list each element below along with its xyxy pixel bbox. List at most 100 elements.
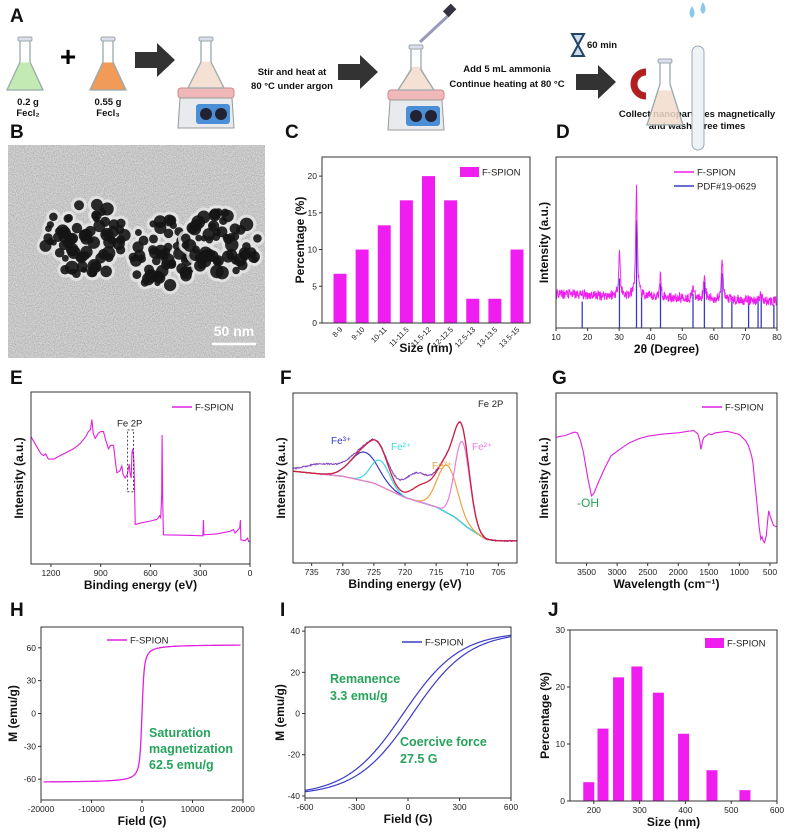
plot-area — [556, 184, 777, 328]
nanoparticle — [65, 214, 73, 222]
legend-label: F-SPION — [725, 403, 764, 414]
chart-e: 1200 900 600 300 0 Binding energy (eV) Intensi… — [12, 391, 253, 592]
y-axis-title: Intensity (a.u.) — [12, 437, 26, 518]
y-axis-title: Percentage (%) — [293, 197, 307, 284]
bar — [706, 770, 718, 801]
panel-label-j: J — [548, 600, 559, 621]
x-axis-title: Binding energy (eV) — [84, 578, 197, 592]
chart-d: 10 20 30 40 50 60 70 80 2θ (Degree) Intensity (a.… — [537, 156, 782, 356]
fe2p-highlight-box — [127, 429, 135, 493]
x-tick-label: 600 — [770, 805, 784, 815]
spectrum-title: Fe 2P — [478, 399, 503, 410]
x-tick-label: 300 — [452, 802, 466, 812]
plot-frame — [555, 156, 778, 329]
bar — [355, 249, 369, 323]
y-axis-title: M (emu/g) — [6, 685, 20, 742]
flask-icon — [186, 36, 226, 89]
x-tick-label: 10 — [551, 332, 561, 342]
ftir-curve — [556, 429, 777, 544]
x-tick-label: 70 — [741, 332, 751, 342]
bar — [510, 249, 524, 323]
plot-frame — [30, 391, 251, 565]
bar — [466, 298, 480, 323]
nanoparticle — [226, 233, 236, 242]
nanoparticle — [154, 279, 161, 287]
y-tick-label: 20 — [556, 682, 566, 692]
nanoparticle — [220, 208, 230, 217]
plot-frame — [321, 156, 531, 324]
fit-component-curve — [293, 459, 517, 542]
nanoparticle — [80, 251, 90, 261]
plot-area — [305, 634, 511, 793]
nanoparticle — [163, 228, 174, 239]
x-tick-label: 9-10 — [350, 325, 367, 342]
scale-bar-label: 50 nm — [214, 323, 254, 339]
legend-label: F-SPION — [697, 168, 736, 179]
nanoparticle — [176, 263, 188, 275]
x-axis-title: Size (nm) — [647, 815, 700, 829]
nanoparticle — [50, 239, 57, 246]
magnetization-curve — [43, 644, 241, 783]
panel-label-b: B — [10, 122, 24, 143]
y-tick-label: 60 — [27, 643, 37, 653]
plus-sign: + — [60, 41, 76, 72]
nanoparticle — [163, 279, 177, 292]
bar — [377, 225, 391, 323]
x-tick-label: 900 — [94, 568, 108, 578]
nanoparticle — [100, 202, 114, 216]
legend-swatch — [705, 638, 724, 648]
x-tick-label: 710 — [460, 567, 474, 577]
reagent2-name: Fecl₃ — [96, 108, 119, 119]
y-tick-label: 30 — [27, 676, 37, 686]
nanoparticle — [212, 228, 221, 237]
nanoparticle — [74, 200, 85, 211]
nanoparticle — [64, 260, 79, 275]
saturation-annotation: 62.5 emu/g — [149, 758, 214, 772]
chart-i: -600 -300 0 300 600 -40 -20 0 20 40 Field (G) M (em… — [273, 626, 518, 826]
bar — [422, 176, 435, 323]
x-tick-label: 735 — [305, 567, 319, 577]
nanoparticle — [210, 264, 224, 279]
raw-spectrum-curve — [293, 420, 517, 543]
x-tick-label: 300 — [633, 805, 647, 815]
nanoparticle — [169, 262, 176, 269]
bar — [399, 200, 413, 323]
y-tick-label: 0 — [312, 318, 317, 328]
nanoparticle — [101, 229, 110, 238]
reagent1-mass: 0.2 g — [17, 97, 39, 108]
chart-g: 3500 3000 2500 2000 1500 1000 500 Wavelength (c… — [537, 392, 778, 591]
x-tick-label: 13-13.5 — [475, 325, 499, 349]
dropper-icon — [418, 12, 452, 44]
nanoparticle — [39, 239, 52, 252]
bar — [613, 677, 625, 801]
nanoparticle — [225, 238, 239, 252]
component-label: Fe³⁺ — [432, 461, 452, 472]
x-axis-title: Field (G) — [118, 814, 167, 828]
x-tick-label: 10-11 — [369, 325, 389, 345]
nanoparticle — [46, 221, 54, 229]
saturation-annotation: Saturation — [149, 726, 211, 740]
legend-label: F-SPION — [130, 636, 169, 647]
nanoparticle — [101, 246, 116, 260]
bar — [444, 200, 458, 323]
step1-text-line1: Stir and heat at — [258, 67, 327, 78]
panel-label-h: H — [10, 600, 24, 621]
nanoparticle — [194, 259, 207, 272]
y-axis-title: Intensity (a.u.) — [274, 437, 288, 518]
nanoparticle — [61, 254, 69, 262]
flask-fecl2-icon — [5, 36, 45, 91]
nanoparticle-clusters — [36, 195, 265, 295]
chart-f: 735 730 725 720 715 710 705 Binding energy (eV)… — [274, 392, 518, 591]
arrow-icon — [576, 65, 616, 99]
reagent1-name: Fecl₂ — [16, 108, 39, 119]
x-tick-label: 10000 — [181, 804, 205, 814]
component-label: Fe²⁺ — [472, 442, 492, 453]
x-tick-label: 720 — [398, 567, 412, 577]
nanoparticle — [100, 265, 112, 278]
remanence-annotation: Remanence — [330, 672, 400, 686]
reagent2-mass: 0.55 g — [95, 97, 122, 108]
step1-text-line2: 80 °C under argon — [251, 81, 333, 92]
x-tick-label: 300 — [193, 568, 207, 578]
plot-frame — [569, 629, 778, 802]
bar — [583, 782, 595, 801]
